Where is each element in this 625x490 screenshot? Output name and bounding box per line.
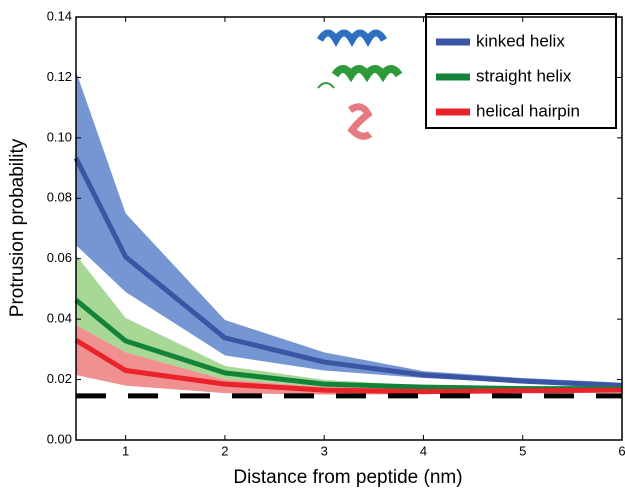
x-tick-label: 5 <box>519 443 526 458</box>
straight-helix-tail <box>317 82 335 89</box>
y-tick-label: 0.12 <box>47 69 72 84</box>
y-tick-label: 0.02 <box>47 371 72 386</box>
x-axis-label: Distance from peptide (nm) <box>233 467 462 488</box>
x-tick-label: 1 <box>122 443 129 458</box>
y-tick-label: 0.04 <box>47 311 72 326</box>
legend-label: straight helix <box>476 66 572 85</box>
y-tick-label: 0.08 <box>47 190 72 205</box>
plot-frame <box>75 16 623 441</box>
x-tick-label: 2 <box>221 443 228 458</box>
x-tick-label: 6 <box>618 443 625 458</box>
series-line <box>74 338 623 395</box>
kinked-helix-icon <box>316 29 388 48</box>
y-tick-label: 0.14 <box>47 8 72 23</box>
x-tick-label: 3 <box>321 443 328 458</box>
y-tick-label: 0.06 <box>47 250 72 265</box>
protein-images <box>316 29 403 140</box>
hairpin-icon <box>347 103 373 140</box>
straight-helix-icon <box>331 65 403 83</box>
y-tick-label: 0.10 <box>47 129 72 144</box>
confidence-band <box>76 71 622 388</box>
legend-label: kinked helix <box>476 31 565 50</box>
x-tick-label: 4 <box>420 443 427 458</box>
series-line <box>73 156 623 389</box>
confidence-band <box>76 325 622 395</box>
y-tick-label: 0.00 <box>47 431 72 446</box>
legend-label: helical hairpin <box>476 101 580 120</box>
y-axis-label: Protrusion probability <box>7 138 28 317</box>
